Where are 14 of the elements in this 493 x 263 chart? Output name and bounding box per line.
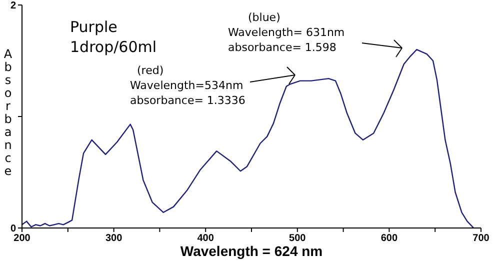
- y-tick-label: 2: [10, 0, 16, 12]
- y-tick-label: 0: [10, 224, 16, 235]
- x-tick-label: 700: [472, 233, 490, 244]
- annotation: Purple: [70, 18, 118, 36]
- annotation: 1drop/60ml: [70, 38, 157, 56]
- x-tick-label: 300: [105, 233, 123, 244]
- text: Absorbance: [4, 47, 12, 178]
- x-tick-label: 400: [197, 233, 214, 244]
- annotation: (blue) Wavelength= 631nm absorbance= 1.598: [228, 11, 345, 54]
- x-tick-label: 500: [289, 233, 306, 244]
- x-tick-label: 600: [380, 233, 398, 244]
- x-tick-label: 200: [14, 233, 31, 244]
- x-axis-title: Wavelength = 624 nm: [180, 243, 323, 259]
- annotation: (red) Wavelength=534nm absorbance= 1.3336: [130, 64, 246, 107]
